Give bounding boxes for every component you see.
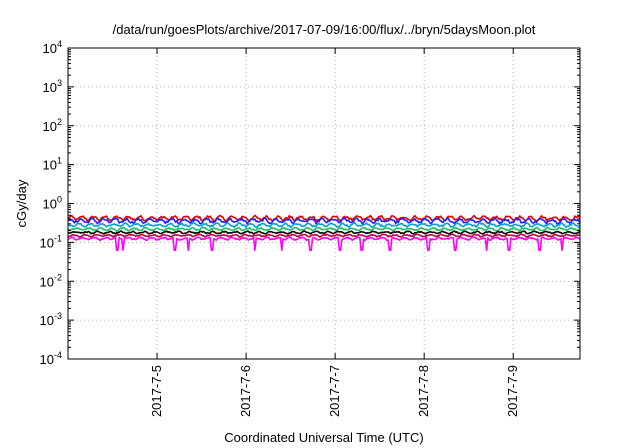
x-tick-label: 2017-7-5	[149, 365, 164, 417]
y-axis-label: cGy/day	[14, 179, 29, 227]
y-tick-label: 10-4	[40, 350, 62, 367]
x-tick-label: 2017-7-6	[238, 365, 253, 417]
series-line	[68, 226, 581, 232]
series-line	[67, 233, 581, 238]
y-tick-label: 100	[43, 195, 62, 212]
series-line	[67, 214, 581, 223]
y-tick-label: 10-2	[40, 272, 62, 289]
y-tick-label: 103	[43, 78, 62, 95]
grid-lines	[68, 48, 580, 359]
data-series-group	[67, 214, 581, 252]
x-tick-label: 2017-7-9	[505, 365, 520, 417]
x-tick-label: 2017-7-7	[327, 365, 342, 417]
y-tick-label: 104	[43, 39, 62, 56]
series-line	[67, 236, 581, 252]
y-tick-label: 102	[43, 117, 62, 134]
y-tick-label: 10-3	[40, 311, 62, 328]
axis-ticks: 10-4 10-3 10-2 10-1 100 101 102 103 104 2017-7-5 2…	[40, 39, 580, 417]
series-line	[67, 222, 581, 229]
y-tick-label: 101	[43, 156, 62, 173]
y-tick-label: 10-1	[40, 233, 62, 250]
x-tick-label: 2017-7-8	[416, 365, 431, 417]
chart-title: /data/run/goesPlots/archive/2017-07-09/1…	[113, 22, 536, 37]
series-line	[67, 217, 581, 225]
x-axis-label: Coordinated Universal Time (UTC)	[224, 430, 423, 445]
series-line	[67, 230, 581, 235]
